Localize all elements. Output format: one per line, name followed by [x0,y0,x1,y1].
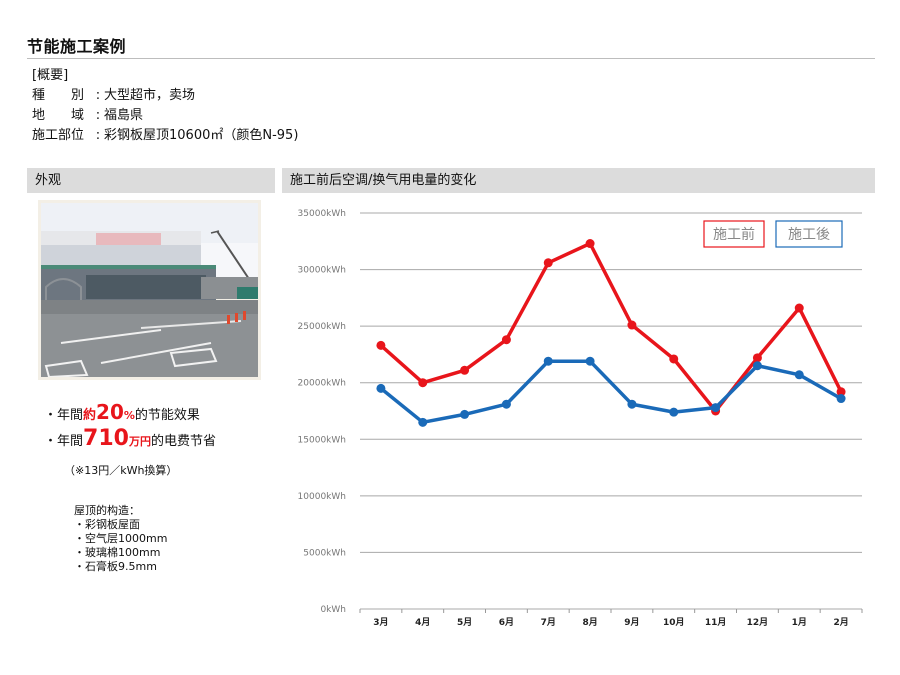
energy-saving-value: 20 [96,400,124,424]
data-point [585,356,595,366]
data-point [752,361,762,371]
roof-structure: 屋顶的构造： ・彩钢板屋面 ・空气层1000mm ・玻璃棉100mm ・石膏板9… [74,504,167,574]
energy-saving-unit: % [123,409,135,422]
data-point [669,354,679,364]
data-point [376,340,386,350]
data-point [669,407,679,417]
effects-block: ・年間 約 20 % 的节能效果 ・年間 710 万円 的电费节省 [44,400,216,460]
data-point [543,356,553,366]
data-point [460,365,470,375]
data-point [501,335,511,345]
page-title: 节能施工案例 [27,37,127,56]
data-point [376,383,386,393]
conversion-note: （※13円／kWh換算） [64,464,178,477]
supermarket-photo-illustration [41,203,258,377]
summary-value: 福島県 [104,108,144,123]
legend-box [703,220,765,248]
series-line-before [379,241,843,413]
title-divider [27,58,875,59]
data-point [752,353,762,363]
x-tick-label: 2月 [833,617,848,628]
energy-saving-line: ・年間 約 20 % 的节能效果 [44,400,200,424]
summary-value: 彩钢板屋顶10600㎡（颜色N-95) [104,128,299,143]
y-tick-label: 15000kWh [298,435,346,445]
summary-heading: [概要] [32,68,69,83]
x-tick-label: 8月 [582,617,597,628]
data-point [501,399,511,409]
summary-label: 種 別 [32,88,85,103]
chart-heading: 施工前后空调/换气用电量的变化 [282,168,875,193]
data-point [836,394,846,404]
y-tick-label: 30000kWh [298,266,346,276]
x-tick-label: 11月 [705,617,727,628]
x-tick-label: 7月 [541,617,556,628]
roof-structure-title: 屋顶的构造： [74,504,140,517]
data-point [418,417,428,427]
building-photo [38,200,261,380]
series-line-after [379,359,842,425]
summary-row-region: 地 域 : 福島県 [32,106,298,126]
legend-label: 施工後 [788,227,830,243]
x-tick-label: 4月 [415,617,430,628]
cost-saving-line: ・年間 710 万円 的电费节省 [44,426,216,451]
roof-structure-item: ・空气层1000mm [74,532,168,545]
legend-label: 施工前 [713,226,755,243]
x-tick-label: 3月 [373,617,388,628]
summary-label: 地 域 [32,108,85,123]
x-tick-label: 1月 [792,617,807,628]
data-point [460,409,470,419]
cost-saving-value: 710 [83,426,129,451]
y-tick-label: 5000kWh [303,548,346,558]
data-point [418,378,428,388]
data-point [794,303,804,313]
roof-structure-item: ・玻璃棉100mm [74,546,161,559]
roof-structure-item: ・彩钢板屋面 [74,518,140,531]
data-point [836,387,846,397]
data-point [711,403,721,413]
legend-box [775,220,843,248]
power-usage-line-chart: 0kWh 5000kWh 10000kWh 15000kWh 20000kWh 25000… [298,209,863,628]
summary-label: 施工部位 [32,128,85,143]
data-point [543,258,553,268]
y-tick-label: 10000kWh [298,492,346,502]
x-tick-label: 10月 [663,617,685,628]
summary-row-type: 種 別 : 大型超市，卖场 [32,86,298,106]
roof-structure-item: ・石膏板9.5mm [74,560,157,573]
data-point [627,320,637,330]
x-tick-label: 9月 [624,617,639,628]
data-point [585,239,595,249]
summary-block: [概要] 種 別 : 大型超市，卖场 地 域 : 福島県 施工部位 : 彩钢板屋… [32,66,298,146]
x-tick-label: 12月 [747,617,769,628]
data-point [794,370,804,380]
energy-saving-prefix: 約 [83,408,97,423]
appearance-heading: 外观 [27,168,275,193]
y-tick-label: 35000kWh [298,209,346,219]
summary-value: 大型超市，卖场 [104,88,196,103]
y-tick-label: 20000kWh [298,379,346,389]
summary-row-area: 施工部位 : 彩钢板屋顶10600㎡（颜色N-95) [32,126,298,146]
x-tick-label: 6月 [499,617,514,628]
cost-saving-unit: 万円 [128,435,151,448]
y-tick-label: 25000kWh [298,322,346,332]
data-point [627,399,637,409]
y-tick-label: 0kWh [320,605,346,615]
x-tick-label: 5月 [457,617,472,628]
